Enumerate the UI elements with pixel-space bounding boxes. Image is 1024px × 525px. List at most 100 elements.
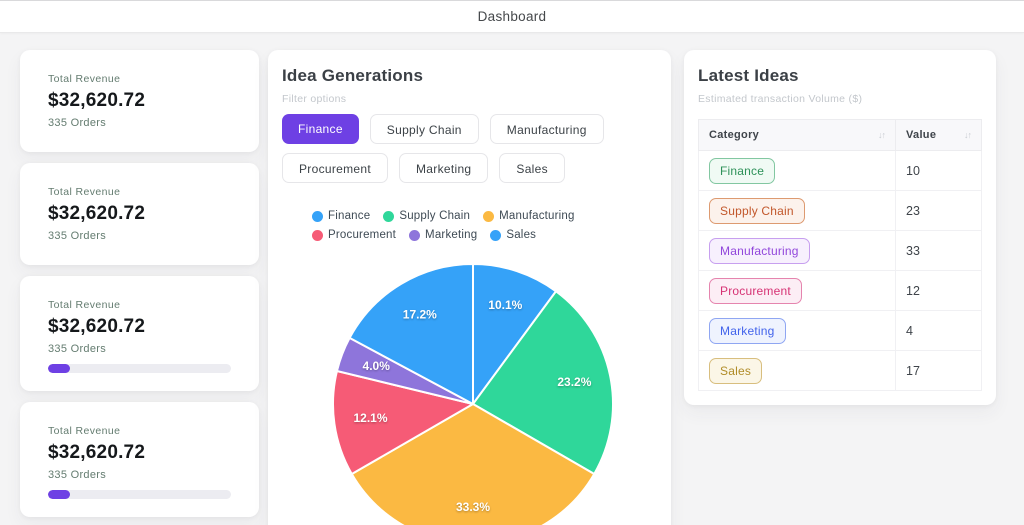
- category-cell: Marketing: [698, 310, 896, 351]
- filter-button-sales[interactable]: Sales: [499, 153, 565, 183]
- revenue-card-title: Total Revenue: [48, 299, 121, 311]
- value-cell: 10: [895, 150, 982, 191]
- revenue-card: Total Revenue $32,620.72 335 Orders: [20, 402, 259, 517]
- progress-bar-fill: [48, 490, 70, 499]
- pie-chart-legend: Finance Supply Chain Manufacturing Procurem…: [312, 210, 664, 248]
- latest-ideas-subtitle: Estimated transaction Volume ($): [698, 93, 863, 105]
- filter-button-marketing[interactable]: Marketing: [399, 153, 489, 183]
- idea-generations-title: Idea Generations: [282, 66, 424, 85]
- category-cell: Procurement: [698, 270, 896, 311]
- table-row: Manufacturing 33: [698, 230, 982, 271]
- column-header-value[interactable]: Value ↓↑: [895, 119, 982, 151]
- revenue-card-title: Total Revenue: [48, 73, 121, 85]
- column-header-category-label: Category: [709, 129, 760, 141]
- legend-dot-icon: [409, 229, 421, 241]
- filter-button-finance[interactable]: Finance: [282, 114, 359, 144]
- pie-slice-sales[interactable]: [348, 263, 474, 405]
- legend-dot-icon: [312, 210, 323, 222]
- pie-slice-percentage-label: 23.2%: [557, 375, 591, 389]
- legend-item-sales[interactable]: Sales: [490, 229, 536, 241]
- revenue-card: Total Revenue $32,620.72 335 Orders: [20, 163, 259, 265]
- pie-slice-finance[interactable]: [472, 263, 558, 405]
- revenue-card-title: Total Revenue: [48, 425, 121, 437]
- revenue-card-title: Total Revenue: [48, 186, 121, 198]
- pie-chart[interactable]: 10.1% 23.2% 33.3% 12.1% 4.0% 17.2%: [282, 256, 657, 525]
- category-cell: Supply Chain: [698, 190, 896, 231]
- revenue-card: Total Revenue $32,620.72 335 Orders: [20, 50, 259, 152]
- revenue-card-value: $32,620.72: [48, 203, 146, 224]
- category-badge-sales: Sales: [709, 357, 763, 384]
- legend-item-supply-chain[interactable]: Supply Chain: [383, 210, 470, 222]
- revenue-card-value: $32,620.72: [48, 316, 146, 337]
- sort-icon[interactable]: ↓↑: [964, 130, 972, 140]
- revenue-card-value: $32,620.72: [48, 90, 146, 111]
- revenue-card: Total Revenue $32,620.72 335 Orders: [20, 276, 259, 391]
- legend-item-label: Supply Chain: [399, 210, 471, 222]
- revenue-card-orders: 335 Orders: [48, 343, 107, 355]
- category-badge-procurement: Procurement: [709, 277, 802, 304]
- pie-chart-svg: 10.1% 23.2% 33.3% 12.1% 4.0% 17.2%: [332, 263, 614, 525]
- category-badge-marketing: Marketing: [709, 317, 786, 344]
- filter-button-procurement[interactable]: Procurement: [282, 153, 388, 183]
- legend-item-procurement[interactable]: Procurement: [312, 229, 396, 241]
- sort-icon[interactable]: ↓↑: [878, 130, 886, 140]
- pie-slice-percentage-label: 10.1%: [488, 298, 522, 312]
- filter-button-supply-chain[interactable]: Supply Chain: [369, 114, 479, 144]
- filter-button-manufacturing[interactable]: Manufacturing: [489, 114, 604, 144]
- category-badge-manufacturing: Manufacturing: [709, 237, 810, 264]
- column-header-category[interactable]: Category ↓↑: [698, 119, 896, 151]
- legend-dot-icon: [490, 229, 502, 241]
- top-navbar: Dashboard: [0, 0, 1024, 33]
- pie-slice-procurement[interactable]: [332, 369, 474, 475]
- progress-bar: [48, 364, 231, 373]
- pie-slice-supply-chain[interactable]: [472, 290, 614, 475]
- legend-item-label: Sales: [506, 229, 537, 241]
- category-badge-supply-chain: Supply Chain: [709, 197, 805, 224]
- legend-item-label: Finance: [328, 210, 371, 222]
- legend-item-label: Procurement: [328, 229, 397, 241]
- legend-dot-icon: [312, 229, 323, 241]
- table-row: Supply Chain 23: [698, 190, 982, 231]
- column-header-value-label: Value: [906, 129, 937, 141]
- value-cell: 4: [895, 310, 982, 351]
- table-row: Finance 10: [698, 150, 982, 191]
- category-badge-finance: Finance: [709, 157, 776, 184]
- filter-options-label: Filter options: [282, 93, 347, 105]
- latest-ideas-card: Latest Ideas Estimated transaction Volum…: [684, 50, 996, 405]
- progress-bar: [48, 490, 231, 499]
- page-title: Dashboard: [477, 9, 547, 24]
- pie-slice-manufacturing[interactable]: [350, 403, 596, 525]
- category-cell: Sales: [698, 350, 896, 391]
- legend-dot-icon: [383, 210, 395, 222]
- revenue-card-value: $32,620.72: [48, 442, 146, 463]
- value-cell: 12: [895, 270, 982, 311]
- revenue-card-orders: 335 Orders: [48, 469, 107, 481]
- table-row: Marketing 4: [698, 310, 982, 351]
- value-cell: 33: [895, 230, 982, 271]
- table-row: Procurement 12: [698, 270, 982, 311]
- value-cell: 17: [895, 350, 982, 391]
- revenue-cards-column: Total Revenue $32,620.72 335 Orders Total R…: [20, 50, 259, 517]
- pie-slice-percentage-label: 4.0%: [363, 359, 391, 373]
- category-cell: Finance: [698, 150, 896, 191]
- progress-bar-fill: [48, 364, 70, 373]
- table-header-row: Category ↓↑ Value ↓↑: [698, 119, 982, 151]
- filter-buttons-group: Finance Supply Chain Manufacturing Procurem…: [282, 114, 657, 183]
- revenue-card-orders: 335 Orders: [48, 230, 107, 242]
- legend-item-manufacturing[interactable]: Manufacturing: [483, 210, 574, 222]
- revenue-card-orders: 335 Orders: [48, 117, 107, 129]
- table-row: Sales 17: [698, 350, 982, 391]
- latest-ideas-table: Category ↓↑ Value ↓↑ Finance 10 Supply Cha: [698, 119, 982, 391]
- pie-slice-percentage-label: 33.3%: [456, 500, 490, 514]
- legend-item-finance[interactable]: Finance: [312, 210, 370, 222]
- latest-ideas-title: Latest Ideas: [698, 66, 799, 85]
- idea-generations-card: Idea Generations Filter options Finance S…: [268, 50, 671, 525]
- legend-item-label: Manufacturing: [499, 210, 575, 222]
- legend-dot-icon: [483, 210, 495, 222]
- main-content: Total Revenue $32,620.72 335 Orders Total R…: [0, 33, 1024, 525]
- legend-item-label: Marketing: [425, 229, 478, 241]
- legend-item-marketing[interactable]: Marketing: [409, 229, 477, 241]
- pie-slice-percentage-label: 17.2%: [403, 307, 437, 321]
- value-cell: 23: [895, 190, 982, 231]
